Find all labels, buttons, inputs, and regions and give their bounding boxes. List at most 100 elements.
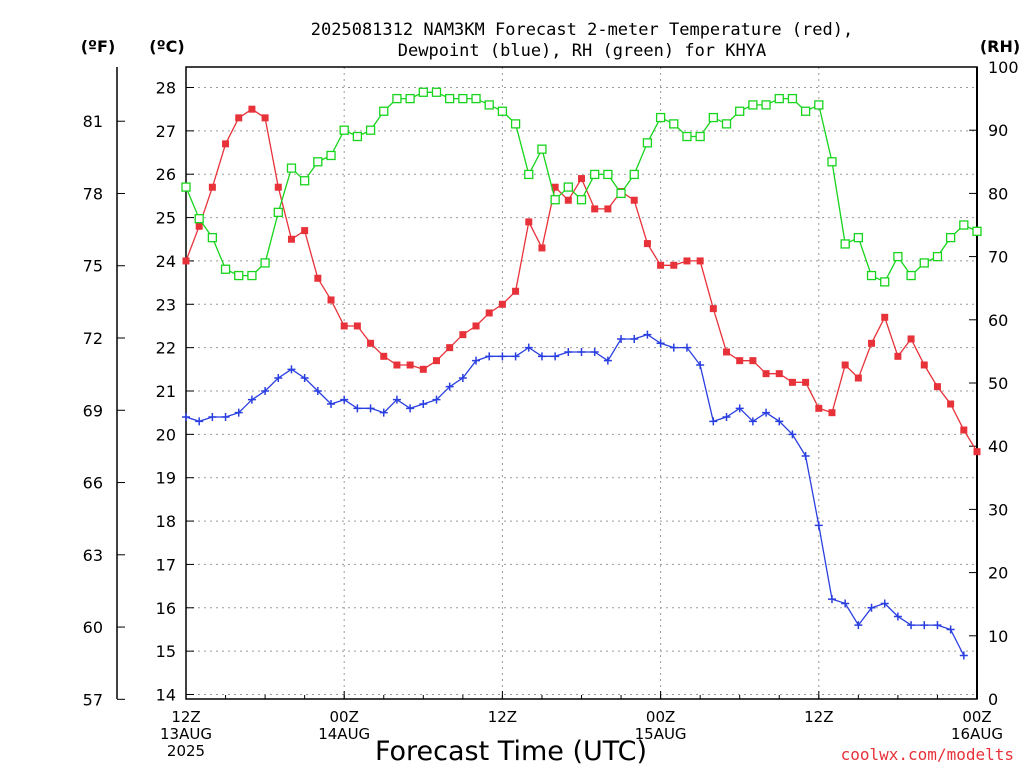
temperature-point [406,361,414,369]
series-layer [181,87,982,660]
rh-point [655,112,666,123]
dewpoint-point [590,347,599,356]
rh-point [880,277,890,287]
temperature-point [960,426,968,434]
x-axis-label: Forecast Time (UTC) [375,736,647,767]
temperature-point [446,344,454,352]
celsius-tick-label: 21 [156,382,176,401]
temperature-point [933,383,941,391]
dewpoint-point [551,352,560,361]
celsius-tick-label: 17 [156,555,176,574]
grid-lines [186,67,977,699]
temperature-point [419,365,427,373]
temperature-point [340,322,348,330]
celsius-tick-label: 14 [156,686,176,705]
axes [116,66,978,700]
temperature-point [643,240,651,248]
temperature-point [723,348,731,356]
rh-point [537,144,547,154]
temperature-point [815,404,823,412]
temperature-point [578,175,585,183]
dewpoint-point [814,521,823,530]
x-tick-label: 13AUG [160,725,212,743]
dewpoint-point [880,599,889,608]
temperature-point [235,114,243,122]
rh-point [392,93,402,104]
temperature-point [353,322,361,330]
dewpoint-point [419,400,428,409]
temperature-point [841,361,849,369]
rh-tick-label: 80 [988,184,1008,203]
temperature-point [551,183,559,191]
rh-point [550,195,560,205]
dewpoint-point [458,373,467,382]
temperature-point [907,335,915,343]
dewpoint-point [709,417,718,426]
rh-point [919,258,929,268]
rh-tick-label: 90 [988,121,1008,140]
rh-point [313,157,323,167]
rh-point [906,270,916,281]
dewpoint-point [313,387,322,395]
rh-point [484,100,494,110]
rh-point [220,264,231,274]
fahrenheit-tick-label: 81 [83,112,103,131]
dewpoint-point [511,352,520,361]
dewpoint-point [775,417,784,426]
dewpoint-point [406,404,415,413]
temperature-point [222,140,230,148]
dewpoint-point [603,356,612,365]
dewpoint-point [340,395,349,404]
temperature-point [287,235,295,243]
dewpoint-point [933,621,942,630]
dewpoint-point [379,408,388,417]
rh-tick-label: 40 [988,437,1008,456]
temperature-point [868,339,876,347]
rh-point [735,106,745,116]
dewpoint-point [748,417,757,426]
rh-point [603,169,613,180]
temperature-point [591,205,599,213]
rh-point [273,207,283,218]
temperature-point [327,296,335,304]
dewpoint-point [287,365,296,374]
celsius-tick-label: 19 [156,469,176,488]
temperature-point [762,370,770,378]
dewpoint-point [788,430,797,439]
rh-point [959,220,969,230]
rh-point [510,119,521,129]
rh-tick-label: 20 [988,564,1008,583]
fahrenheit-tick-label: 69 [83,401,103,420]
temperature-point [261,114,269,122]
celsius-tick-label: 16 [156,599,176,618]
rh-point [299,176,310,186]
temperature-point [854,374,862,382]
celsius-tick-label: 25 [156,209,176,228]
celsius-tick-label: 24 [156,252,176,271]
dewpoint-point [669,343,678,352]
dewpoint-point [867,603,876,612]
temperature-point [512,287,520,295]
rh-point [932,251,943,262]
temperature-point [248,105,256,113]
rh-point [748,100,758,110]
rh-point [497,106,508,116]
rh-point [524,169,534,180]
rh-point [379,106,389,116]
temperature-point [432,357,440,365]
rh-point [814,100,824,110]
rh-point [418,87,428,97]
temperature-point [894,352,902,360]
rh-tick-label: 30 [988,500,1008,519]
dewpoint-point [656,339,665,348]
temperature-line [185,108,978,453]
temperature-point [564,196,572,204]
dewpoint-point [261,387,270,395]
fahrenheit-tick-label: 60 [83,618,103,637]
rh-point [695,131,705,142]
celsius-unit-label: (ºC) [149,37,184,56]
tick-labels: 14151617181920212223242526272812Z13AUG20… [83,58,1019,760]
dewpoint-point [841,599,850,608]
rh-line [185,91,978,283]
